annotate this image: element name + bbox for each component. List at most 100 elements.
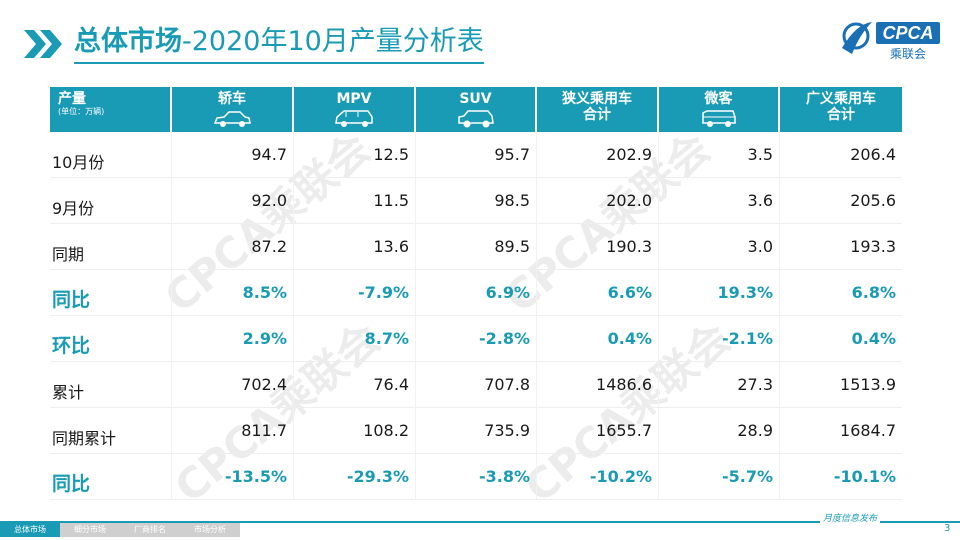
cell-value: 87.2 xyxy=(172,224,294,270)
mpv-icon xyxy=(335,110,373,127)
header-label: SUV xyxy=(459,91,492,107)
header-label: 广义乘用车 xyxy=(806,91,876,107)
sedan-icon xyxy=(213,111,251,127)
row-label: 9月份 xyxy=(50,178,172,224)
table-row: 同比 -13.5% -29.3% -3.8% -10.2% -5.7% -10.… xyxy=(50,454,902,500)
cell-value: 202.0 xyxy=(537,178,659,224)
double-chevron-icon xyxy=(24,30,62,58)
cell-value: 6.6% xyxy=(537,270,659,316)
table-row: 同期 87.2 13.6 89.5 190.3 3.0 193.3 xyxy=(50,224,902,270)
cell-value: -10.2% xyxy=(537,454,659,500)
cell-value: 811.7 xyxy=(172,408,294,454)
cell-value: -29.3% xyxy=(294,454,416,500)
header-cell-suv: SUV xyxy=(416,87,537,132)
header-label: MPV xyxy=(336,91,372,107)
minivan-icon xyxy=(701,110,736,127)
logo-text: CPCA xyxy=(882,23,933,43)
row-label: 同比 xyxy=(50,454,172,500)
cell-value: 3.0 xyxy=(659,224,780,270)
page-title-rest: -2020年10月产量分析表 xyxy=(182,26,484,57)
cell-value: 205.6 xyxy=(780,178,902,224)
cell-value: 92.0 xyxy=(172,178,294,224)
cell-value: 735.9 xyxy=(416,408,537,454)
page-title-bold: 总体市场 xyxy=(74,26,182,57)
cell-value: 202.9 xyxy=(537,132,659,178)
cell-value: 6.9% xyxy=(416,270,537,316)
tab-segment-market[interactable]: 细分市场 xyxy=(60,523,120,537)
cell-value: 27.3 xyxy=(659,362,780,408)
table-row: 环比 2.9% 8.7% -2.8% 0.4% -2.1% 0.4% xyxy=(50,316,902,362)
header-label: 微客 xyxy=(704,91,733,107)
cell-value: 1655.7 xyxy=(537,408,659,454)
cell-value: 3.6 xyxy=(659,178,780,224)
header-label-line2: 合计 xyxy=(827,107,855,123)
header-cell-minivan: 微客 xyxy=(659,87,780,132)
table-row: 累计 702.4 76.4 707.8 1486.6 27.3 1513.9 xyxy=(50,362,902,408)
cell-value: 193.3 xyxy=(780,224,902,270)
cell-value: 707.8 xyxy=(416,362,537,408)
cell-value: -2.8% xyxy=(416,316,537,362)
cell-value: -3.8% xyxy=(416,454,537,500)
footer-divider xyxy=(0,521,960,523)
cell-value: 1684.7 xyxy=(780,408,902,454)
row-label: 10月份 xyxy=(50,132,172,178)
cell-value: 19.3% xyxy=(659,270,780,316)
footer-slogan: 月度信息发布 xyxy=(820,511,881,524)
cell-value: -2.1% xyxy=(659,316,780,362)
cpca-logo-icon xyxy=(842,22,872,54)
cell-value: 702.4 xyxy=(172,362,294,408)
cell-value: 3.5 xyxy=(659,132,780,178)
footer-tabs: 总体市场 细分市场 厂商排名 市场分析 xyxy=(0,523,240,537)
cell-value: 190.3 xyxy=(537,224,659,270)
cell-value: 8.7% xyxy=(294,316,416,362)
cell-value: 0.4% xyxy=(780,316,902,362)
suv-icon xyxy=(457,110,494,128)
header-label: 轿车 xyxy=(218,91,246,107)
tab-market-analysis[interactable]: 市场分析 xyxy=(180,523,240,537)
cell-value: -13.5% xyxy=(172,454,294,500)
header-cell-narrow-total: 狭义乘用车 合计 xyxy=(537,87,659,132)
cell-value: 206.4 xyxy=(780,132,902,178)
table-row: 同期累计 811.7 108.2 735.9 1655.7 28.9 1684.… xyxy=(50,408,902,454)
cell-value: -5.7% xyxy=(659,454,780,500)
row-label: 同比 xyxy=(50,270,172,316)
cell-value: 13.6 xyxy=(294,224,416,270)
table-header-row: 产量 (单位：万辆) 轿车 MPV SUV xyxy=(50,87,902,132)
row-label: 同期累计 xyxy=(50,408,172,454)
cell-value: 0.4% xyxy=(537,316,659,362)
production-table: 产量 (单位：万辆) 轿车 MPV SUV xyxy=(50,87,902,500)
header-cell-sedan: 轿车 xyxy=(172,87,294,132)
header-label-line2: 合计 xyxy=(583,107,611,123)
cell-value: 12.5 xyxy=(294,132,416,178)
cpca-logo: CPCA 乘联会 xyxy=(842,22,940,61)
cell-value: 6.8% xyxy=(780,270,902,316)
cell-value: 2.9% xyxy=(172,316,294,362)
header-cell-unit: 产量 (单位：万辆) xyxy=(50,87,172,132)
cell-value: 1486.6 xyxy=(537,362,659,408)
cell-value: -7.9% xyxy=(294,270,416,316)
cell-value: 108.2 xyxy=(294,408,416,454)
table-row: 同比 8.5% -7.9% 6.9% 6.6% 19.3% 6.8% xyxy=(50,270,902,316)
row-label: 累计 xyxy=(50,362,172,408)
cell-value: 95.7 xyxy=(416,132,537,178)
cell-value: 11.5 xyxy=(294,178,416,224)
logo-subtext: 乘联会 xyxy=(890,47,926,61)
tab-maker-ranking[interactable]: 厂商排名 xyxy=(120,523,180,537)
title-area: 总体市场-2020年10月产量分析表 xyxy=(22,24,484,64)
table-row: 9月份 92.0 11.5 98.5 202.0 3.6 205.6 xyxy=(50,178,902,224)
page-title: 总体市场-2020年10月产量分析表 xyxy=(74,24,484,64)
cell-value: 98.5 xyxy=(416,178,537,224)
page-number: 3 xyxy=(944,523,951,534)
row-label: 同期 xyxy=(50,224,172,270)
tab-overall-market[interactable]: 总体市场 xyxy=(0,523,60,537)
header-label: 产量 xyxy=(58,91,86,107)
header-cell-mpv: MPV xyxy=(294,87,416,132)
cell-value: 89.5 xyxy=(416,224,537,270)
cell-value: 1513.9 xyxy=(780,362,902,408)
cell-value: -10.1% xyxy=(780,454,902,500)
header-unit: (单位：万辆) xyxy=(58,107,105,116)
cell-value: 76.4 xyxy=(294,362,416,408)
cell-value: 94.7 xyxy=(172,132,294,178)
header-cell-broad-total: 广义乘用车 合计 xyxy=(780,87,902,132)
table-row: 10月份 94.7 12.5 95.7 202.9 3.5 206.4 xyxy=(50,132,902,178)
